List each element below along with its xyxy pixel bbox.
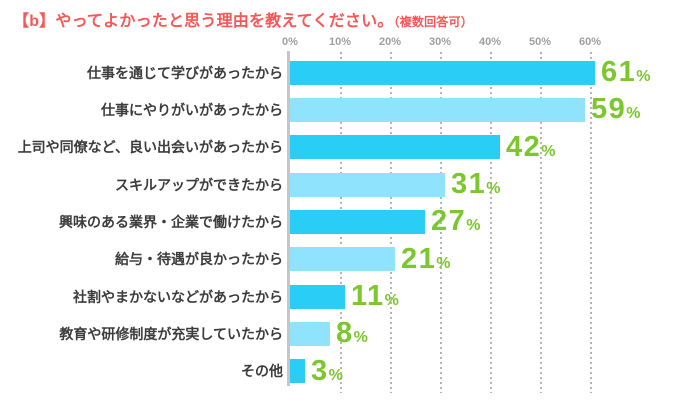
x-axis-tick-label: 20% (378, 36, 402, 48)
bar (290, 209, 425, 234)
value-unit-percent: % (626, 105, 641, 123)
chart-row: 仕事を通じて学びがあったから 61% (0, 54, 693, 91)
bar (290, 172, 445, 197)
category-label: 給与・待遇が良かったから (115, 251, 283, 268)
category-label: 仕事を通じて学びがあったから (87, 64, 283, 81)
category-label: その他 (241, 363, 283, 380)
category-label: 社割やまかないなどがあったから (73, 288, 283, 305)
gridline (440, 52, 442, 393)
chart-row: 上司や同僚など、良い出会いがあったから 42% (0, 129, 693, 166)
chart-title-note: （複数回答可） (393, 15, 473, 29)
value-unit-percent: % (636, 68, 651, 86)
chart-row: 社割やまかないなどがあったから 11% (0, 278, 693, 315)
bar (290, 60, 595, 85)
x-axis-tick-label: 0% (282, 36, 298, 48)
value-unit-percent: % (486, 180, 501, 198)
value-unit-percent: % (466, 217, 481, 235)
chart-row: 教育や研修制度が充実していたから 8% (0, 315, 693, 352)
value-number: 21 (401, 242, 437, 275)
chart-row: 仕事にやりがいがあったから 59% (0, 91, 693, 128)
value-number: 27 (431, 205, 467, 238)
x-axis-tick-label: 50% (528, 36, 552, 48)
category-label: 興味のある業界・企業で働けたから (59, 213, 283, 230)
category-label: 仕事にやりがいがあったから (101, 101, 283, 118)
value-label: 21% (401, 243, 451, 276)
x-axis-tick-label: 10% (328, 36, 352, 48)
value-label: 31% (451, 168, 501, 201)
gridline (490, 52, 492, 393)
value-label: 3% (311, 355, 343, 388)
bar (290, 247, 395, 272)
bar (290, 359, 305, 384)
value-number: 31 (451, 168, 487, 201)
value-number: 11 (351, 280, 385, 313)
bar (290, 135, 500, 160)
category-label: 上司や同僚など、良い出会いがあったから (17, 139, 283, 156)
chart-title: 【b】やってよかったと思う理由を教えてください。（複数回答可） (13, 7, 473, 31)
bar (290, 97, 585, 122)
value-number: 61 (601, 56, 637, 89)
chart-row: 興味のある業界・企業で働けたから 27% (0, 203, 693, 240)
chart-row: スキルアップができたから 31% (0, 166, 693, 203)
value-number: 59 (591, 93, 627, 126)
chart-row: その他 3% (0, 353, 693, 390)
value-unit-percent: % (384, 292, 399, 310)
bar (290, 284, 345, 309)
y-axis-line (287, 51, 290, 386)
value-unit-percent: % (541, 142, 556, 160)
category-label: スキルアップができたから (115, 176, 283, 193)
gridline (590, 52, 592, 393)
chart-rows: 仕事を通じて学びがあったから 61% 仕事にやりがいがあったから 59% 上司や… (0, 54, 693, 390)
value-unit-percent: % (436, 254, 451, 272)
gridline (540, 52, 542, 393)
x-axis-tick-label: 40% (478, 36, 502, 48)
value-label: 59% (591, 93, 641, 126)
bar (290, 321, 330, 346)
value-label: 8% (336, 317, 368, 350)
category-label: 教育や研修制度が充実していたから (59, 325, 283, 342)
value-label: 27% (431, 205, 481, 238)
value-number: 3 (311, 354, 329, 387)
value-label: 42% (506, 131, 556, 164)
value-number: 42 (506, 130, 542, 163)
value-unit-percent: % (353, 329, 368, 347)
value-label: 61% (601, 56, 651, 89)
chart-row: 給与・待遇が良かったから 21% (0, 241, 693, 278)
value-number: 8 (336, 317, 354, 350)
value-label: 11% (351, 280, 399, 313)
x-axis-tick-label: 30% (428, 36, 452, 48)
chart-title-main: 【b】やってよかったと思う理由を教えてください。 (13, 13, 394, 30)
x-axis-tick-label: 60% (578, 36, 602, 48)
value-unit-percent: % (328, 366, 343, 384)
